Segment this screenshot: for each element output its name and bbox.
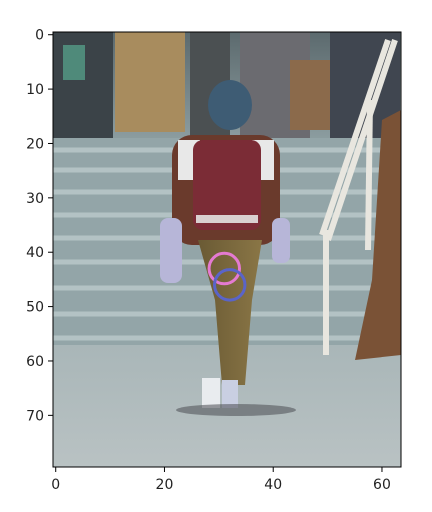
y-tick-label: 10	[26, 82, 44, 98]
marker-layer	[207, 251, 247, 302]
plot-frame	[52, 31, 402, 468]
y-tick-label: 30	[26, 191, 44, 207]
y-tick-label: 20	[26, 136, 44, 152]
y-axis: 0 10 20 30 40 50 60 70	[26, 28, 53, 424]
y-tick-label: 60	[26, 354, 44, 370]
y-tick-label: 40	[26, 245, 44, 261]
x-axis: 0 20 40 60	[51, 467, 391, 493]
x-tick-label: 40	[264, 477, 282, 493]
photo	[53, 32, 401, 467]
x-tick-label: 60	[373, 477, 391, 493]
overlay-circle	[207, 251, 242, 286]
y-tick-label: 50	[26, 300, 44, 316]
y-tick-label: 0	[35, 28, 44, 44]
overlay-circle	[212, 268, 247, 302]
x-tick-label: 20	[156, 477, 174, 493]
y-tick-label: 70	[26, 408, 44, 424]
x-tick-label: 0	[51, 477, 60, 493]
